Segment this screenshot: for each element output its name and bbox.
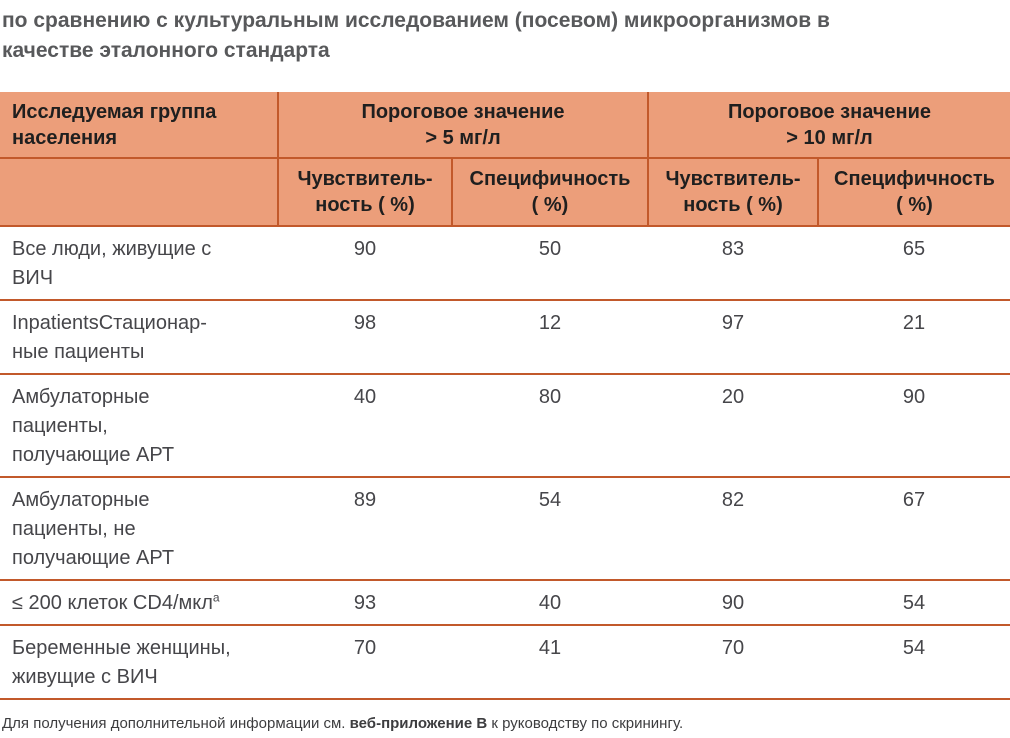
group-header-line2: > 5 мг/л	[425, 126, 501, 149]
cell-value: 40	[278, 374, 452, 478]
row-label-text: ≤ 200 клеток CD4/мкл	[12, 592, 213, 614]
cell-value: 90	[818, 374, 1010, 478]
table-footnote: Для получения дополнительной информации …	[2, 715, 1010, 732]
cell-value: 97	[648, 300, 818, 375]
diagnostic-accuracy-table: Исследуемая группа населения Пороговое з…	[0, 92, 1010, 700]
table-row: InpatientsСтационар- ные пациенты 98 12 …	[0, 300, 1010, 375]
cell-value: 54	[818, 625, 1010, 700]
cell-value: 70	[278, 625, 452, 700]
subheader-line1: Чувствитель-	[297, 168, 433, 190]
cell-value: 98	[278, 300, 452, 375]
table-row: Амбулаторные пациенты, получающие АРТ 40…	[0, 374, 1010, 478]
cell-value: 93	[278, 580, 452, 626]
col-header-sensitivity-10: Чувствитель- ность ( %)	[647, 157, 819, 227]
table-body: Все люди, живущие с ВИЧ 90 50 83 65 Inpa…	[0, 226, 1010, 700]
col-header-empty	[0, 157, 279, 227]
page: по сравнению с культуральным исследовани…	[0, 6, 1010, 732]
row-label: Амбулаторные пациенты, получающие АРТ	[0, 374, 278, 478]
footnote-prefix: Для получения дополнительной информации …	[2, 715, 350, 732]
cell-value: 82	[648, 477, 818, 581]
subheader-line1: Специфичность	[469, 168, 631, 190]
cell-value: 70	[648, 625, 818, 700]
subheader-line1: Чувствитель-	[665, 168, 801, 190]
subheader-line2: ность ( %)	[315, 194, 415, 216]
cell-value: 21	[818, 300, 1010, 375]
group-header-line2: > 10 мг/л	[786, 126, 873, 149]
footnote-marker: a	[212, 590, 220, 605]
footnote-suffix: к руководству по скринингу.	[487, 715, 684, 732]
row-label: ≤ 200 клеток CD4/мклa	[0, 580, 278, 626]
cell-value: 40	[452, 580, 648, 626]
footnote-bold: веб-приложение B	[349, 715, 488, 732]
col-header-specificity-10: Специфичность ( %)	[817, 157, 1010, 227]
row-label: Беременные женщины, живущие с ВИЧ	[0, 625, 278, 700]
table-header: Исследуемая группа населения Пороговое з…	[0, 92, 1010, 227]
header-group-row: Исследуемая группа населения Пороговое з…	[0, 92, 1010, 159]
cell-value: 90	[648, 580, 818, 626]
cell-value: 50	[452, 226, 648, 301]
cell-value: 67	[818, 477, 1010, 581]
cell-value: 89	[278, 477, 452, 581]
cell-value: 20	[648, 374, 818, 478]
subheader-line2: ( %)	[531, 194, 569, 216]
col-header-population-group: Исследуемая группа населения	[0, 92, 279, 159]
row-label: Все люди, живущие с ВИЧ	[0, 226, 278, 301]
group-header-line1: Пороговое значение	[361, 100, 565, 123]
cell-value: 65	[818, 226, 1010, 301]
cell-value: 90	[278, 226, 452, 301]
group-header-threshold-10: Пороговое значение > 10 мг/л	[647, 92, 1010, 159]
subheader-line2: ность ( %)	[683, 194, 783, 216]
cell-value: 83	[648, 226, 818, 301]
group-header-line1: Пороговое значение	[727, 100, 932, 123]
page-title: по сравнению с культуральным исследовани…	[2, 9, 830, 62]
subheader-line2: ( %)	[896, 194, 933, 216]
table-row: Амбулаторные пациенты, не получающие АРТ…	[0, 477, 1010, 581]
col-header-sensitivity-5: Чувствитель- ность ( %)	[277, 157, 453, 227]
col-header-specificity-5: Специфичность ( %)	[451, 157, 649, 227]
cell-value: 54	[818, 580, 1010, 626]
cell-value: 12	[452, 300, 648, 375]
table-row: Беременные женщины, живущие с ВИЧ 70 41 …	[0, 625, 1010, 700]
cell-value: 54	[452, 477, 648, 581]
subheader-line1: Специфичность	[834, 168, 995, 190]
header-sub-row: Чувствитель- ность ( %) Специфичность ( …	[0, 157, 1010, 227]
row-label: InpatientsСтационар- ные пациенты	[0, 300, 278, 375]
cell-value: 80	[452, 374, 648, 478]
row-label: Амбулаторные пациенты, не получающие АРТ	[0, 477, 278, 581]
group-header-threshold-5: Пороговое значение > 5 мг/л	[277, 92, 649, 159]
table-row: Все люди, живущие с ВИЧ 90 50 83 65	[0, 226, 1010, 301]
cell-value: 41	[452, 625, 648, 700]
table-row: ≤ 200 клеток CD4/мклa 93 40 90 54	[0, 580, 1010, 626]
